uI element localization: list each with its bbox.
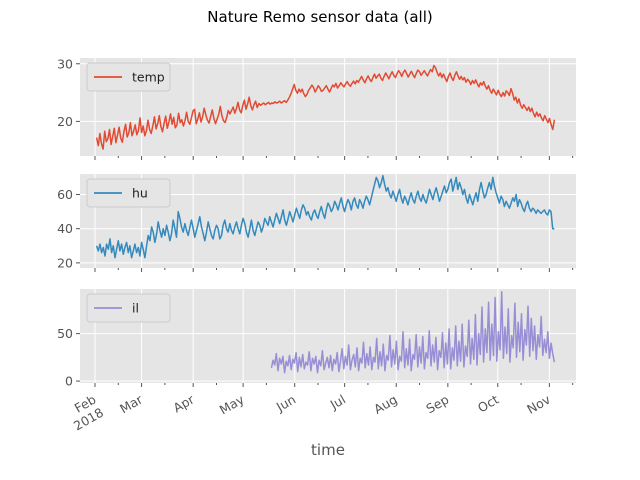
legend-label: il — [132, 301, 139, 316]
x-axis-ticks: Feb2018 Mar Apr May Jun Jul Aug Sep Oct Nov — [63, 391, 553, 434]
x-tick-label-month: May — [217, 391, 247, 417]
x-tick-label-month: Sep — [423, 392, 451, 417]
y-tick-label: 30 — [57, 56, 73, 71]
legend-frame — [86, 178, 171, 208]
x-tick-label: Apr — [170, 391, 197, 415]
chart-panels: 20 30 temp 20 40 60 hu 0 50 il — [57, 56, 576, 389]
x-tick-label: Feb2018 — [63, 392, 106, 434]
legend-label: hu — [132, 186, 148, 201]
panel-il: 0 50 il — [57, 289, 576, 389]
x-tick-label-month: Aug — [371, 392, 400, 417]
y-tick-label: 50 — [57, 326, 73, 341]
figure-title: Nature Remo sensor data (all) — [207, 8, 432, 26]
x-tick-label: Nov — [524, 391, 553, 416]
y-tick-label: 0 — [65, 374, 73, 389]
legend-temp: temp — [86, 62, 171, 92]
x-tick-label-month: Mar — [117, 391, 146, 416]
x-tick-label: Sep — [423, 392, 451, 417]
y-tick-label: 20 — [57, 255, 73, 270]
legend-frame — [86, 293, 171, 323]
legend-label: temp — [132, 70, 165, 85]
x-tick-label: Jun — [273, 392, 298, 415]
legend-il: il — [86, 293, 171, 323]
x-tick-label-month: Apr — [170, 391, 197, 415]
legend-frame — [86, 62, 171, 92]
panel-hu: 20 40 60 hu — [57, 174, 576, 272]
x-tick-label: May — [217, 391, 247, 417]
y-tick-label: 20 — [57, 114, 73, 129]
y-tick-label: 40 — [57, 221, 73, 236]
x-tick-label-month: Nov — [524, 391, 553, 416]
x-tick-label-month: Jun — [273, 392, 298, 415]
series-line-il — [270, 291, 556, 374]
series-line-hu — [95, 174, 555, 259]
x-tick-label-month: Oct — [475, 392, 501, 416]
panel-temp: 20 30 temp — [57, 56, 576, 160]
x-tick-label: Aug — [371, 392, 400, 417]
x-tick-label: Mar — [117, 391, 146, 416]
x-tick-label: Oct — [475, 392, 501, 416]
series-line-temp — [95, 64, 556, 150]
x-tick-label-month: Jul — [327, 392, 348, 413]
legend-hu: hu — [86, 178, 171, 208]
x-tick-label: Jul — [327, 392, 348, 413]
y-tick-label: 60 — [57, 187, 73, 202]
x-axis-label: time — [311, 441, 345, 459]
